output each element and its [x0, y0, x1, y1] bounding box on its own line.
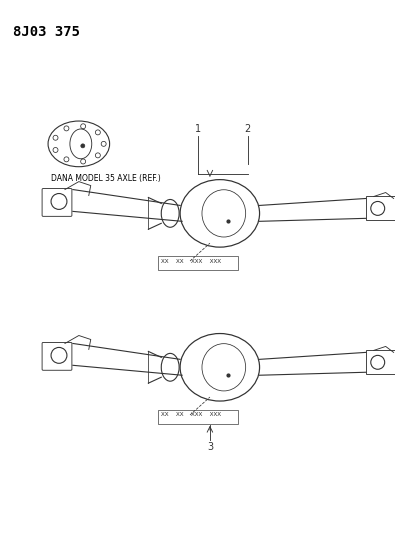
- Text: 1: 1: [195, 124, 201, 134]
- Text: XX  XX  XXX  XXX: XX XX XXX XXX: [161, 413, 221, 417]
- Bar: [366, 350, 396, 374]
- Bar: [366, 197, 396, 220]
- Text: 8J03 375: 8J03 375: [13, 25, 80, 39]
- Text: 3: 3: [207, 442, 213, 452]
- Text: XX  XX  XXX  XXX: XX XX XXX XXX: [161, 259, 221, 263]
- Text: 2: 2: [244, 124, 251, 134]
- Circle shape: [81, 144, 85, 148]
- Text: DANA MODEL 35 AXLE (REF.): DANA MODEL 35 AXLE (REF.): [51, 174, 161, 183]
